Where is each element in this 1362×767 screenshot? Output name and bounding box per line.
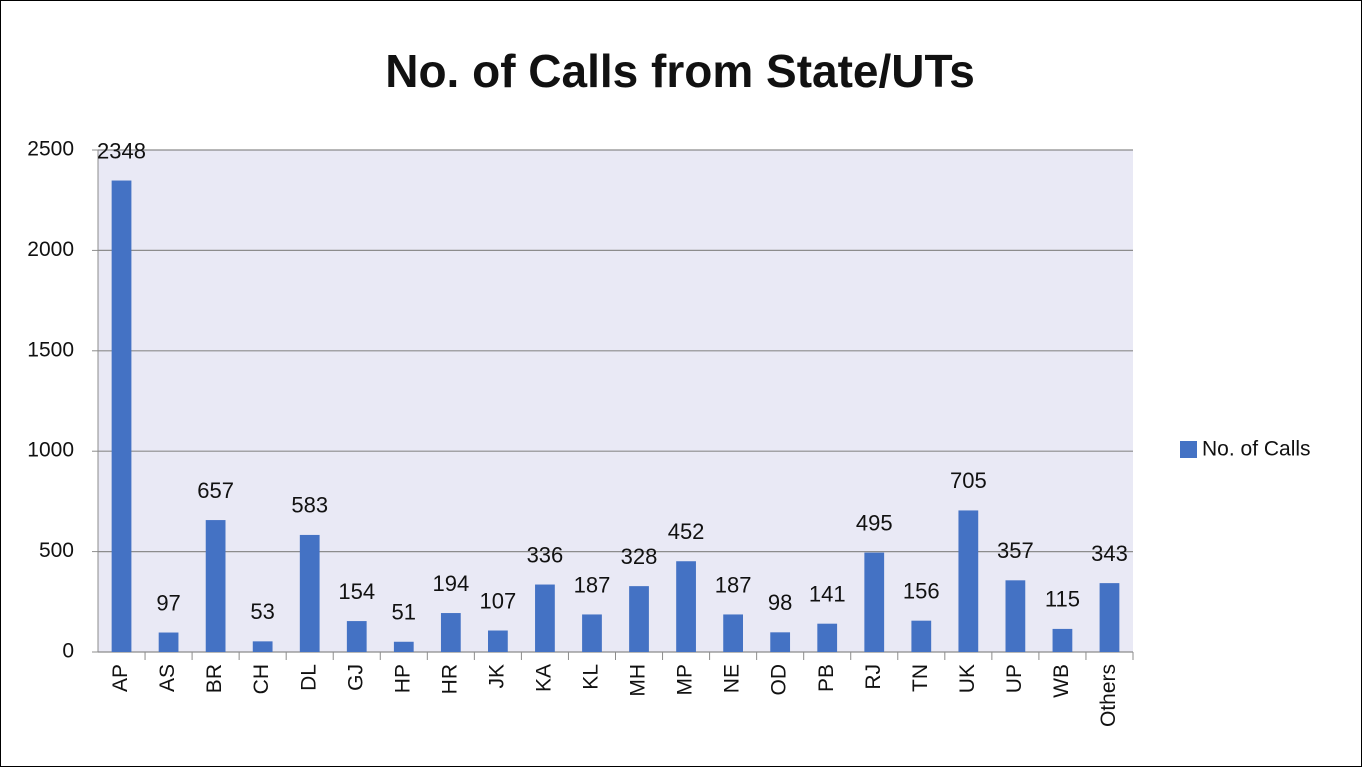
x-tick-label: AP bbox=[109, 664, 132, 692]
x-tick-label: HR bbox=[438, 664, 461, 694]
bar bbox=[817, 623, 838, 652]
data-label: 187 bbox=[715, 572, 752, 597]
bar bbox=[864, 552, 885, 652]
data-label: 328 bbox=[621, 544, 658, 569]
x-tick-label: TN bbox=[909, 664, 932, 692]
data-label: 343 bbox=[1091, 541, 1128, 566]
y-tick-label: 0 bbox=[62, 640, 74, 663]
x-tick-label: UP bbox=[1003, 664, 1026, 693]
x-tick-label: OD bbox=[768, 664, 791, 696]
x-tick-label: BR bbox=[203, 664, 226, 693]
x-tick-label: AS bbox=[156, 664, 179, 692]
x-tick-label: Others bbox=[1097, 664, 1120, 727]
bar bbox=[958, 510, 979, 652]
data-label: 115 bbox=[1045, 587, 1080, 612]
data-label: 336 bbox=[527, 542, 564, 567]
y-tick-label: 1000 bbox=[27, 439, 74, 462]
data-label: 141 bbox=[809, 581, 846, 606]
bar bbox=[676, 561, 696, 652]
data-label: 51 bbox=[392, 600, 416, 625]
bar bbox=[535, 584, 555, 652]
y-tick-label: 1500 bbox=[27, 338, 74, 361]
x-tick-label: MH bbox=[627, 664, 650, 697]
bar bbox=[158, 632, 179, 652]
bar bbox=[346, 621, 367, 652]
data-label: 53 bbox=[250, 599, 274, 624]
bar bbox=[582, 614, 602, 652]
data-label: 657 bbox=[197, 478, 234, 503]
x-tick-label: KL bbox=[580, 664, 603, 690]
legend-swatch bbox=[1180, 441, 1197, 458]
x-tick-label: DL bbox=[297, 664, 320, 691]
bar bbox=[1099, 583, 1120, 652]
x-tick-label: WB bbox=[1050, 664, 1073, 698]
bar bbox=[723, 614, 743, 652]
bar bbox=[252, 641, 273, 652]
y-tick-label: 2000 bbox=[27, 238, 74, 261]
x-tick-label: GJ bbox=[344, 664, 367, 691]
x-tick-label: MP bbox=[674, 664, 697, 696]
x-tick-label: PB bbox=[815, 664, 838, 692]
x-tick-label: UK bbox=[956, 664, 979, 693]
bar bbox=[770, 632, 791, 652]
data-label: 98 bbox=[768, 590, 792, 615]
x-tick-label: JK bbox=[485, 664, 508, 689]
data-label: 187 bbox=[574, 572, 611, 597]
x-tick-label: NE bbox=[721, 664, 744, 693]
chart-title: No. of Calls from State/UTs bbox=[385, 45, 975, 97]
x-tick-label: RJ bbox=[862, 664, 885, 690]
bar bbox=[111, 180, 132, 652]
x-tick-label: HP bbox=[391, 664, 414, 693]
y-tick-label: 2500 bbox=[27, 138, 74, 161]
bar bbox=[393, 641, 414, 652]
data-label: 107 bbox=[480, 588, 517, 613]
bar bbox=[488, 630, 508, 652]
data-label: 156 bbox=[903, 578, 940, 603]
data-label: 2348 bbox=[97, 138, 146, 163]
data-label: 583 bbox=[291, 493, 328, 518]
bar bbox=[1052, 628, 1073, 652]
bar bbox=[1005, 580, 1026, 652]
bar bbox=[911, 620, 932, 652]
bar bbox=[205, 520, 226, 652]
x-tick-label: CH bbox=[250, 664, 273, 694]
data-label: 97 bbox=[156, 590, 180, 615]
bar bbox=[629, 586, 649, 652]
bar bbox=[440, 613, 461, 652]
x-tick-label: KA bbox=[532, 664, 555, 692]
y-tick-label: 500 bbox=[39, 539, 74, 562]
data-label: 357 bbox=[997, 538, 1034, 563]
data-label: 194 bbox=[432, 571, 469, 596]
bar bbox=[299, 534, 320, 652]
data-label: 452 bbox=[668, 519, 705, 544]
data-label: 705 bbox=[950, 468, 987, 493]
data-label: 495 bbox=[856, 510, 893, 535]
legend-label: No. of Calls bbox=[1202, 438, 1311, 461]
data-label: 154 bbox=[338, 579, 375, 604]
